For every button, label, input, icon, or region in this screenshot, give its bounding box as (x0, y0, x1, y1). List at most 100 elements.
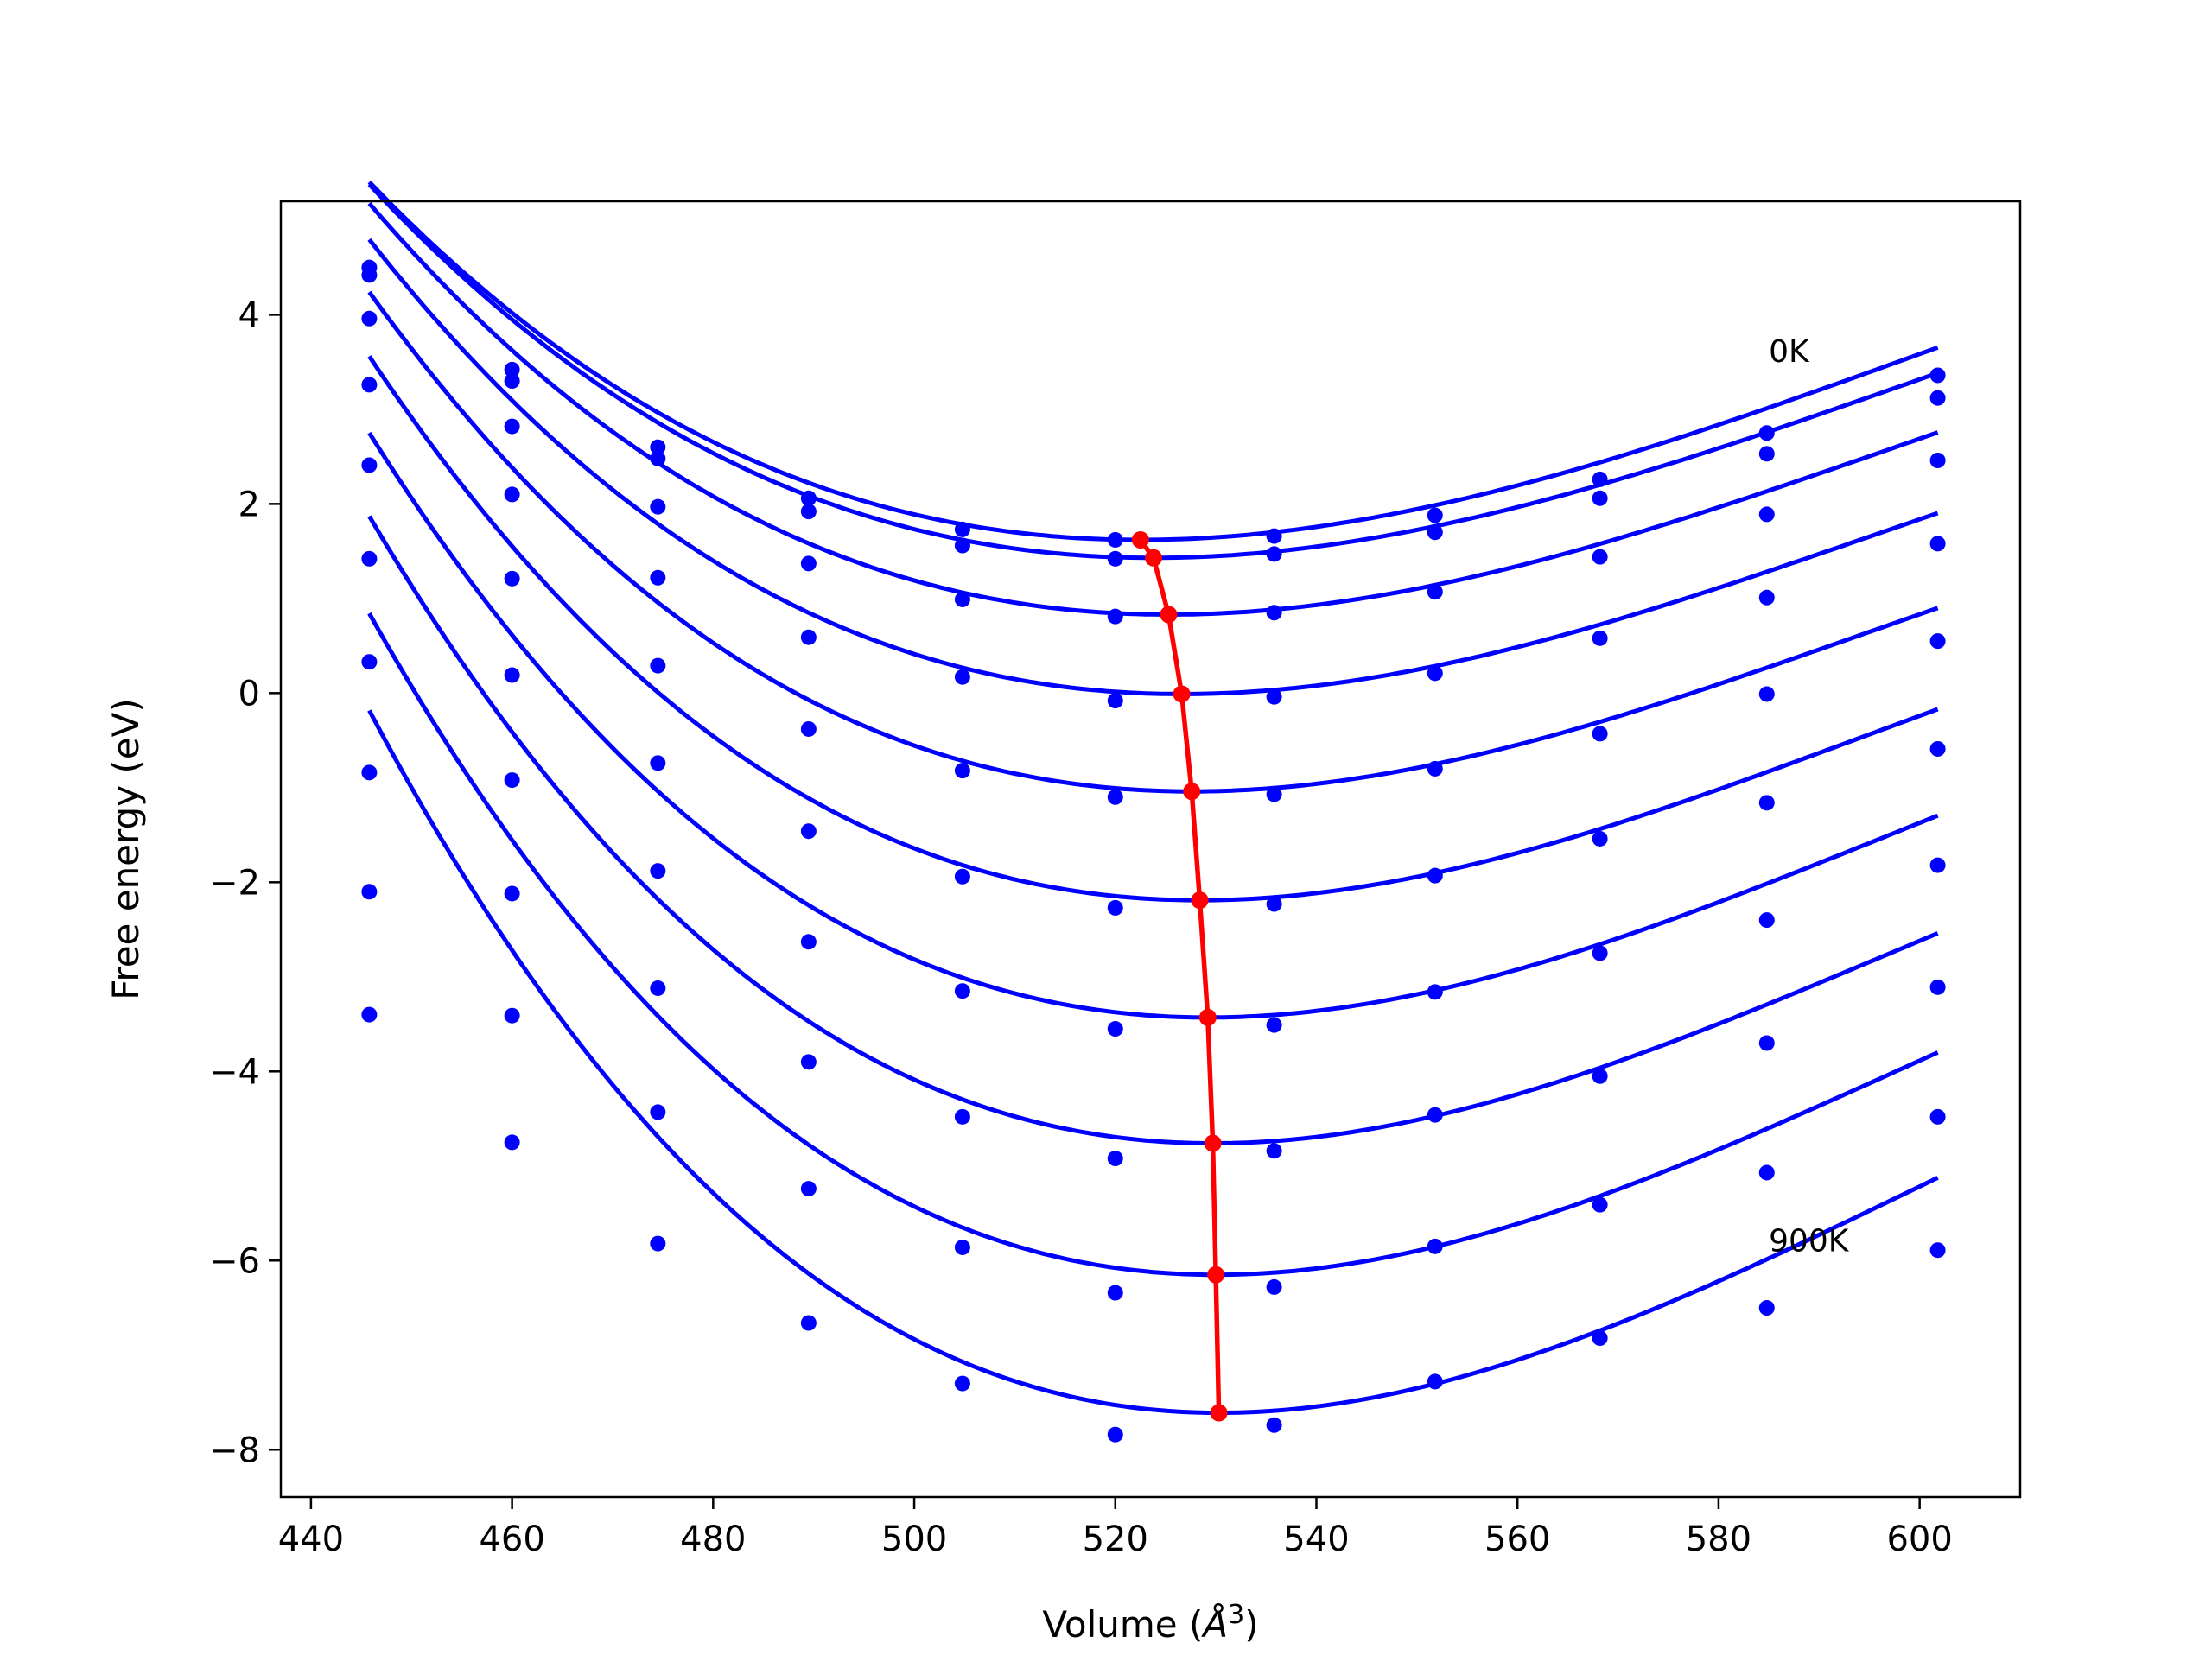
data-point (1929, 536, 1946, 552)
data-point (361, 457, 378, 473)
data-point (1929, 1108, 1946, 1125)
data-point (954, 669, 970, 685)
data-point (800, 629, 817, 645)
data-point (361, 884, 378, 900)
data-point (1592, 830, 1608, 847)
data-point (650, 755, 666, 771)
data-point (361, 654, 378, 670)
data-point (1107, 1151, 1123, 1167)
data-point (504, 486, 520, 503)
data-point (1758, 1164, 1775, 1181)
fit-curves (367, 180, 1939, 1415)
x-tick-label: 580 (1686, 1519, 1751, 1559)
data-point (954, 591, 970, 607)
data-point (954, 1375, 970, 1392)
data-point (1427, 760, 1443, 777)
data-point (954, 537, 970, 554)
x-tick-label: 460 (479, 1519, 544, 1559)
minimum-point (1144, 549, 1162, 567)
data-point (1592, 490, 1608, 506)
y-tick-label: −2 (209, 863, 260, 903)
data-point (954, 868, 970, 885)
data-point (1107, 531, 1123, 548)
data-point (1758, 506, 1775, 523)
data-point (1107, 789, 1123, 805)
data-point (650, 450, 666, 466)
data-point (1107, 608, 1123, 625)
fit-curve-6 (367, 431, 1939, 1020)
annotations: 0K 900K (1769, 334, 1850, 1259)
data-point (650, 1104, 666, 1120)
data-point (1592, 630, 1608, 646)
y-axis-ticks: 4 2 0 −2 −4 −6 −8 (209, 295, 281, 1470)
data-point (504, 418, 520, 435)
fit-curve-4 (367, 290, 1939, 794)
x-tick-label: 440 (278, 1519, 344, 1559)
data-point (1592, 945, 1608, 961)
data-point (800, 490, 817, 506)
minimum-point (1204, 1134, 1222, 1152)
minima-path (1138, 538, 1222, 1413)
minimum-point (1198, 1008, 1217, 1026)
data-point (1107, 1426, 1123, 1443)
minimum-point (1210, 1404, 1228, 1422)
x-tick-label: 600 (1886, 1519, 1952, 1559)
data-point (1929, 453, 1946, 468)
data-point (361, 310, 378, 327)
curve-annotation: 0K (1769, 334, 1810, 370)
data-point (504, 373, 520, 390)
fit-curve-7 (367, 515, 1939, 1145)
data-point (1758, 589, 1775, 606)
data-point (954, 763, 970, 779)
y-tick-label: 2 (238, 485, 260, 524)
y-tick-label: 4 (238, 295, 260, 335)
data-point (1427, 984, 1443, 1000)
data-point (1266, 528, 1282, 544)
minima-line (1131, 530, 1228, 1422)
data-point (1266, 896, 1282, 912)
data-point (1929, 979, 1946, 995)
data-point (1929, 633, 1946, 650)
data-point (800, 1315, 817, 1331)
data-point (1266, 1417, 1282, 1433)
fit-curve-2 (367, 201, 1939, 618)
data-point (650, 1235, 666, 1252)
x-tick-label: 500 (881, 1519, 947, 1559)
curve-annotation: 900K (1769, 1223, 1850, 1259)
data-point (1427, 1373, 1443, 1390)
data-point (504, 570, 520, 587)
y-tick-label: −6 (209, 1241, 260, 1281)
data-point (1266, 546, 1282, 562)
minimum-point (1131, 530, 1149, 549)
fit-curve-9 (367, 709, 1939, 1415)
data-point (1758, 425, 1775, 441)
data-point (1266, 1278, 1282, 1295)
data-point (1427, 584, 1443, 600)
data-point (1427, 1238, 1443, 1254)
data-point (800, 1054, 817, 1070)
data-point (1427, 524, 1443, 541)
data-point (1107, 550, 1123, 567)
data-point (1758, 446, 1775, 462)
y-tick-label: −8 (209, 1430, 260, 1470)
data-point (1107, 1285, 1123, 1301)
data-point (1758, 1035, 1775, 1051)
x-tick-label: 560 (1484, 1519, 1550, 1559)
minimum-point (1207, 1266, 1225, 1284)
data-point (650, 657, 666, 674)
data-point (1592, 549, 1608, 565)
data-point (954, 1108, 970, 1125)
data-point (1266, 1017, 1282, 1033)
data-point (1266, 688, 1282, 705)
minimum-point (1173, 685, 1191, 703)
y-tick-label: −4 (209, 1052, 260, 1092)
data-point (1592, 471, 1608, 487)
data-point (361, 1006, 378, 1023)
data-point (504, 1134, 520, 1151)
fit-curve-3 (367, 238, 1939, 696)
data-point (1107, 693, 1123, 709)
fit-curve-0 (367, 180, 1939, 542)
